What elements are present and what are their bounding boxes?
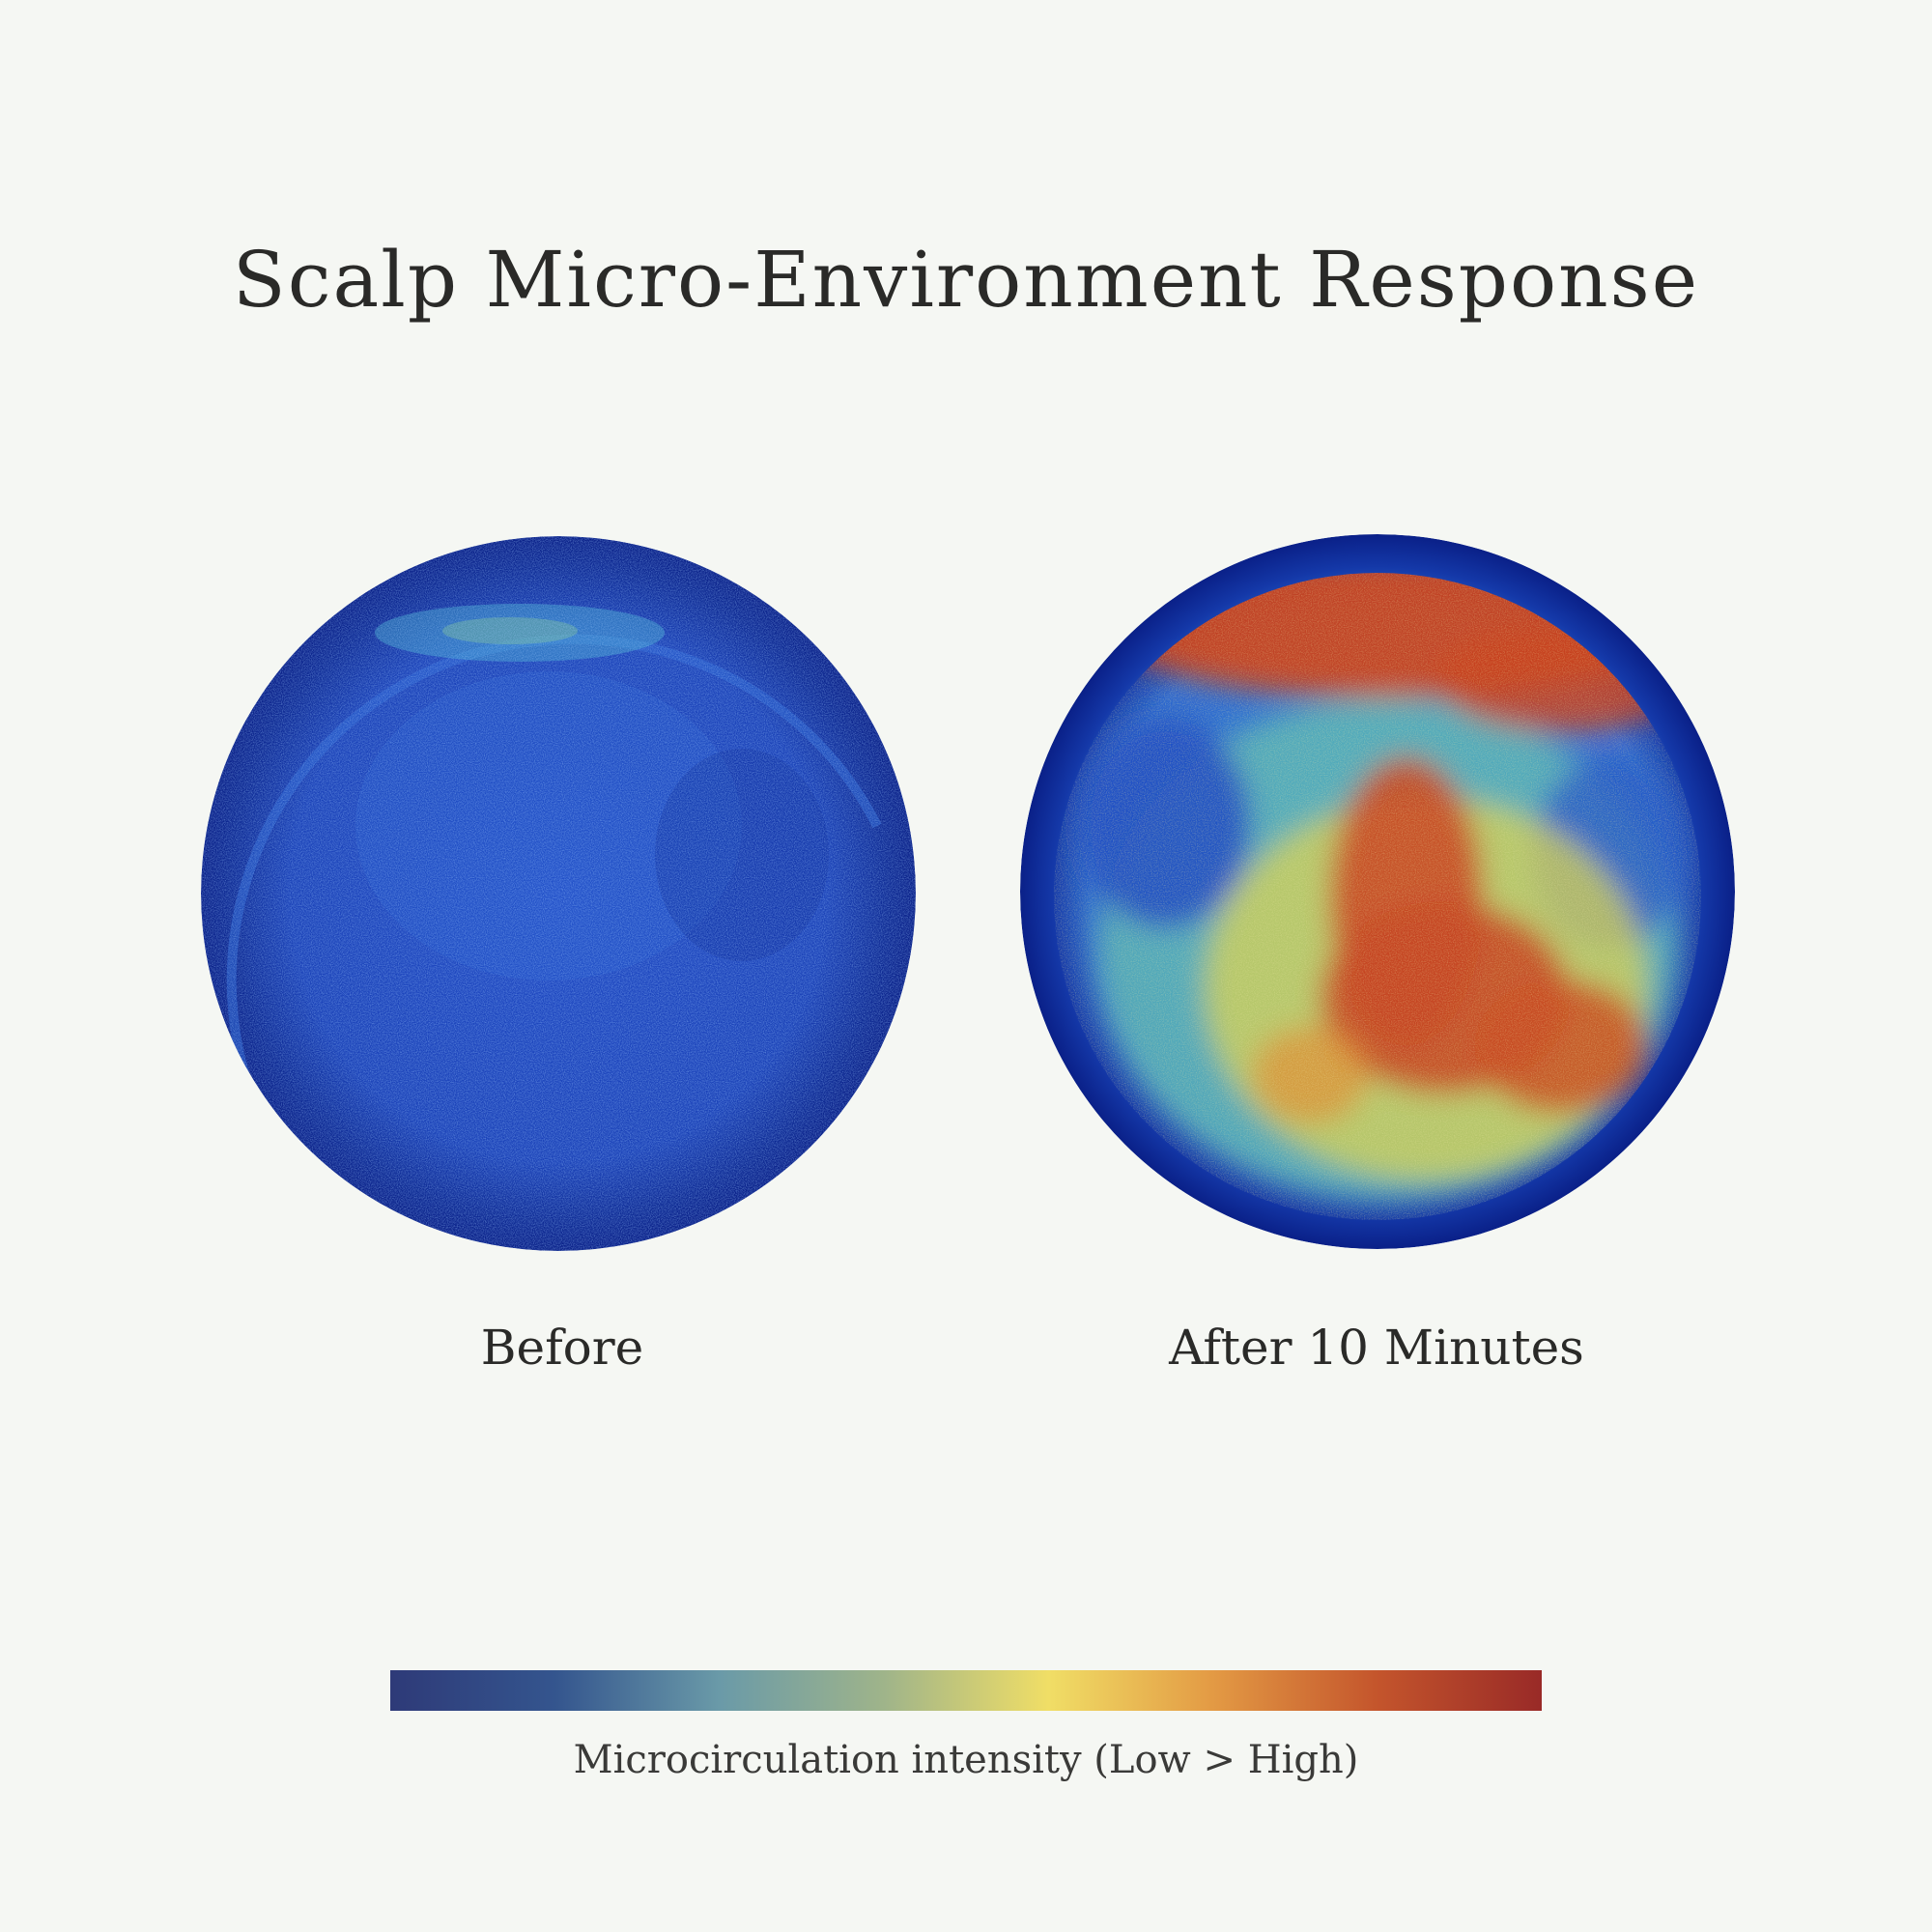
before-heatmap — [201, 536, 916, 1251]
figure-title: Scalp Micro-Environment Response — [232, 235, 1700, 325]
colorbar-caption: Microcirculation intensity (Low > High) — [573, 1738, 1359, 1782]
before-label: Before — [480, 1320, 644, 1376]
after-heatmap — [1020, 534, 1735, 1249]
colorbar-legend — [390, 1670, 1542, 1711]
after-heatmap-image — [1020, 534, 1735, 1249]
after-label: After 10 Minutes — [1169, 1320, 1584, 1376]
before-heatmap-image — [201, 536, 916, 1251]
